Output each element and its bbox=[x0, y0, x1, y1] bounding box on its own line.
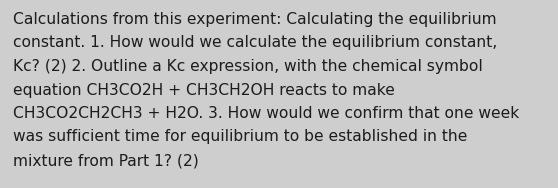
Text: was sufficient time for equilibrium to be established in the: was sufficient time for equilibrium to b… bbox=[13, 130, 468, 145]
Text: Calculations from this experiment: Calculating the equilibrium: Calculations from this experiment: Calcu… bbox=[13, 12, 497, 27]
Text: CH3CO2CH2CH3 + H2O. 3. How would we confirm that one week: CH3CO2CH2CH3 + H2O. 3. How would we conf… bbox=[13, 106, 519, 121]
Text: Kc? (2) 2. Outline a Kc expression, with the chemical symbol: Kc? (2) 2. Outline a Kc expression, with… bbox=[13, 59, 483, 74]
Text: mixture from Part 1? (2): mixture from Part 1? (2) bbox=[13, 153, 199, 168]
Text: equation CH3CO2H + CH3CH2OH reacts to make: equation CH3CO2H + CH3CH2OH reacts to ma… bbox=[13, 83, 395, 98]
Text: constant. 1. How would we calculate the equilibrium constant,: constant. 1. How would we calculate the … bbox=[13, 36, 497, 51]
